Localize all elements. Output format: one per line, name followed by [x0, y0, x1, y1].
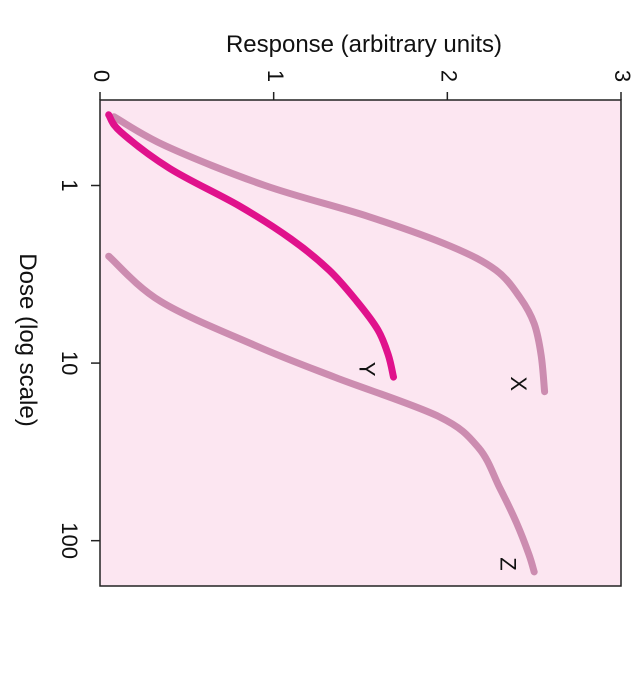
response-tick-label: 3 [610, 70, 635, 82]
x-axis-title: Dose (log scale) [14, 253, 41, 426]
series-label-x: X [506, 376, 531, 391]
series-label-z: Z [495, 557, 520, 570]
response-tick-label: 2 [437, 70, 462, 82]
dose-tick-label: 100 [57, 522, 82, 559]
series-line-x [110, 113, 549, 396]
response-tick-label: 1 [263, 70, 288, 82]
dose-tick-label: 10 [57, 351, 82, 375]
series-line-y [105, 111, 397, 381]
series-label-y: Y [355, 362, 380, 377]
y-axis-title: Response (arbitrary units) [226, 31, 502, 58]
response-tick-label: 0 [89, 70, 114, 82]
dose-tick-label: 1 [57, 179, 82, 191]
series-line-z [105, 252, 538, 576]
